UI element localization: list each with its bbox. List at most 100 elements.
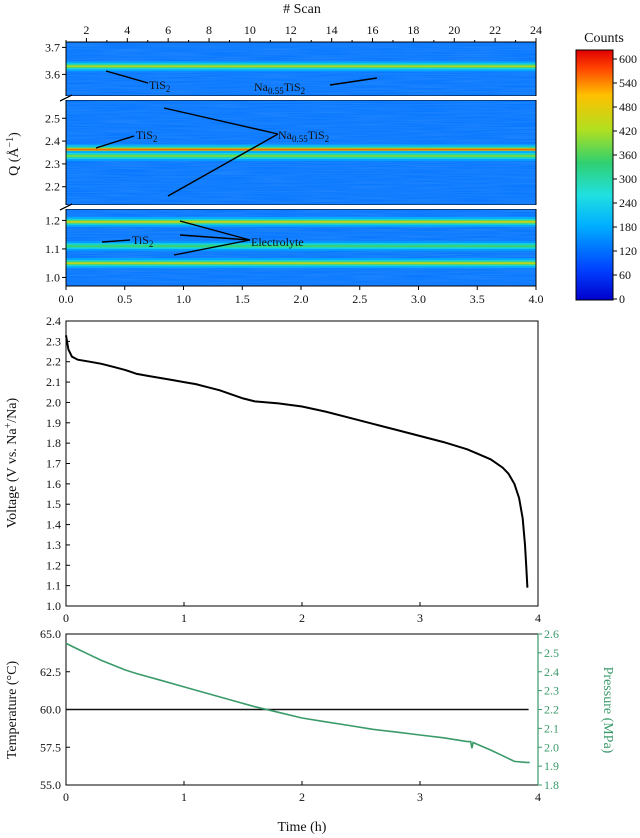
pressure-series xyxy=(65,642,530,764)
top-tick-label: 20 xyxy=(448,23,460,37)
top-tick-label: 10 xyxy=(244,23,256,37)
y-tick-label: 2.2 xyxy=(46,355,61,369)
y-tick-label: 62.5 xyxy=(40,665,61,679)
y-tick-label: 2.4 xyxy=(45,134,60,148)
x-tick-label: 0 xyxy=(63,611,69,625)
top-tick-label: 16 xyxy=(367,23,379,37)
y-tick-label: 2.4 xyxy=(46,314,61,328)
y-tick-label: 1.2 xyxy=(45,213,60,227)
colorbar-tick-label: 60 xyxy=(619,268,631,282)
y-tick-label: 1.3 xyxy=(46,538,61,552)
top-tick-label: 4 xyxy=(124,23,130,37)
time-axis-label: Time (h) xyxy=(278,820,327,835)
colorbar-tick-label: 480 xyxy=(619,100,637,114)
y-tick-label: 2.3 xyxy=(46,334,61,348)
colorbar-tick-label: 420 xyxy=(619,124,637,138)
pressure-tick-label: 1.8 xyxy=(544,778,559,792)
y-tick-label: 1.0 xyxy=(46,599,61,613)
top-axis-title: # Scan xyxy=(283,2,321,17)
voltage-plot-frame xyxy=(65,320,539,607)
heatmap-annotations xyxy=(95,70,378,256)
top-tick-label: 14 xyxy=(326,23,338,37)
pressure-tick-label: 2.6 xyxy=(544,627,559,641)
y-tick-label: 1.1 xyxy=(45,242,60,256)
voltage-y-axis-label: Voltage (V vs. Na+/Na) xyxy=(3,398,21,529)
y-tick-label: 2.2 xyxy=(45,180,60,194)
y-tick-label: 55.0 xyxy=(40,778,61,792)
annotation-arrow xyxy=(179,220,251,241)
y-tick-label: 2.5 xyxy=(45,111,60,125)
colorbar-tick-label: 600 xyxy=(619,52,637,66)
pressure-axis-label: Pressure (MPa) xyxy=(600,667,615,754)
annotation-arrow xyxy=(95,135,135,149)
annotation-tis2-bottom: TiS2 xyxy=(132,233,153,249)
diffraction-band xyxy=(66,245,536,247)
y-tick-label: 1.0 xyxy=(45,270,60,284)
annotation-arrow xyxy=(167,133,279,197)
temperature-axis-label: Temperature (°C) xyxy=(5,661,20,760)
diffraction-band xyxy=(66,262,536,265)
pressure-tick-label: 2.5 xyxy=(544,646,559,660)
voltage-panel: 0 1 2 3 4 1.0 1.1 1.2 1.3 1.4 1.5 1.6 1.7 1.8 1.9 2.0 2.… xyxy=(3,314,542,625)
annotation-na-tis2-top: Na0.55TiS2 xyxy=(254,80,305,96)
x-tick-label: 2 xyxy=(299,790,305,804)
heatmap-segments xyxy=(59,41,537,287)
pressure-tick-label: 2.3 xyxy=(544,684,559,698)
pressure-tick-label: 2.0 xyxy=(544,740,559,754)
y-tick-label: 3.6 xyxy=(45,67,60,81)
top-tick-label: 22 xyxy=(489,23,501,37)
colorbar-tick-label: 300 xyxy=(619,172,637,186)
y-tick-label: 1.6 xyxy=(46,477,61,491)
colorbar-ticks: 0 60 120 180 240 300 360 420 480 540 600 xyxy=(613,52,637,306)
pressure-tick-label: 2.2 xyxy=(544,703,559,717)
heatmap-segment xyxy=(65,41,537,97)
top-tick-label: 24 xyxy=(530,23,542,37)
top-tick-label: 8 xyxy=(206,23,212,37)
pressure-tick-label: 2.1 xyxy=(544,721,559,735)
y-tick-label: 2.0 xyxy=(46,395,61,409)
axis-break-mark xyxy=(59,203,73,211)
x-tick-label: 3.5 xyxy=(470,292,485,306)
colorbar-tick-label: 540 xyxy=(619,76,637,90)
y-tick-label: 65.0 xyxy=(40,627,61,641)
annotation-arrow xyxy=(329,77,378,86)
y-tick-label: 1.2 xyxy=(46,558,61,572)
annotation-arrow xyxy=(179,234,251,241)
x-tick-label: 0.0 xyxy=(59,292,74,306)
annotation-arrow xyxy=(105,70,149,84)
x-tick-label: 1 xyxy=(181,790,187,804)
pressure-tick-label: 1.9 xyxy=(544,759,559,773)
x-tick-label: 0.5 xyxy=(117,292,132,306)
heatmap-annotation-labels: TiS2 Na0.55TiS2 TiS2 Na0.55TiS2 TiS2 Ele… xyxy=(132,78,329,249)
diffraction-band xyxy=(66,220,536,223)
colorbar-tick-label: 360 xyxy=(619,148,637,162)
heatmap-x-axis: 0.0 0.5 1.0 1.5 2.0 2.5 3.0 3.5 4.0 xyxy=(59,286,544,306)
annotation-arrow xyxy=(173,239,251,256)
top-tick-label: 6 xyxy=(165,23,171,37)
colorbar-title: Counts xyxy=(584,31,624,46)
top-tick-label: 12 xyxy=(285,23,297,37)
heatmap-y-axis-label: Q (Å−1) xyxy=(5,132,23,176)
voltage-curve xyxy=(65,335,529,588)
x-tick-label: 4 xyxy=(535,611,541,625)
x-tick-label: 0 xyxy=(63,790,69,804)
y-tick-label: 1.1 xyxy=(46,579,61,593)
heatmap-segment xyxy=(65,99,537,206)
diffraction-band xyxy=(66,65,536,68)
colorbar-tick-label: 180 xyxy=(619,220,637,234)
temperature-pressure-panel: 0 1 2 3 4 55.0 57.5 60.0 62.5 65.0 1.8 1.9 2.0 2.1 2.2… xyxy=(5,627,615,835)
x-tick-label: 3.0 xyxy=(411,292,426,306)
annotation-na-tis2-middle: Na0.55TiS2 xyxy=(278,128,329,144)
y-tick-label: 1.7 xyxy=(46,457,61,471)
axis-break-gap xyxy=(65,96,537,100)
y-tick-label: 3.7 xyxy=(45,40,60,54)
x-tick-label: 3 xyxy=(417,611,423,625)
y-tick-label: 1.4 xyxy=(46,518,61,532)
y-tick-label: 60.0 xyxy=(40,703,61,717)
top-axis-ticks: 2 4 6 8 10 12 14 16 18 20 22 24 xyxy=(65,23,542,42)
x-tick-label: 1.0 xyxy=(176,292,191,306)
colorbar-tick-label: 240 xyxy=(619,196,637,210)
heatmap-panel: # Scan 2 4 6 8 10 12 14 16 18 20 22 24 3.63.72.22.3… xyxy=(5,2,638,306)
y-tick-label: 2.3 xyxy=(45,157,60,171)
